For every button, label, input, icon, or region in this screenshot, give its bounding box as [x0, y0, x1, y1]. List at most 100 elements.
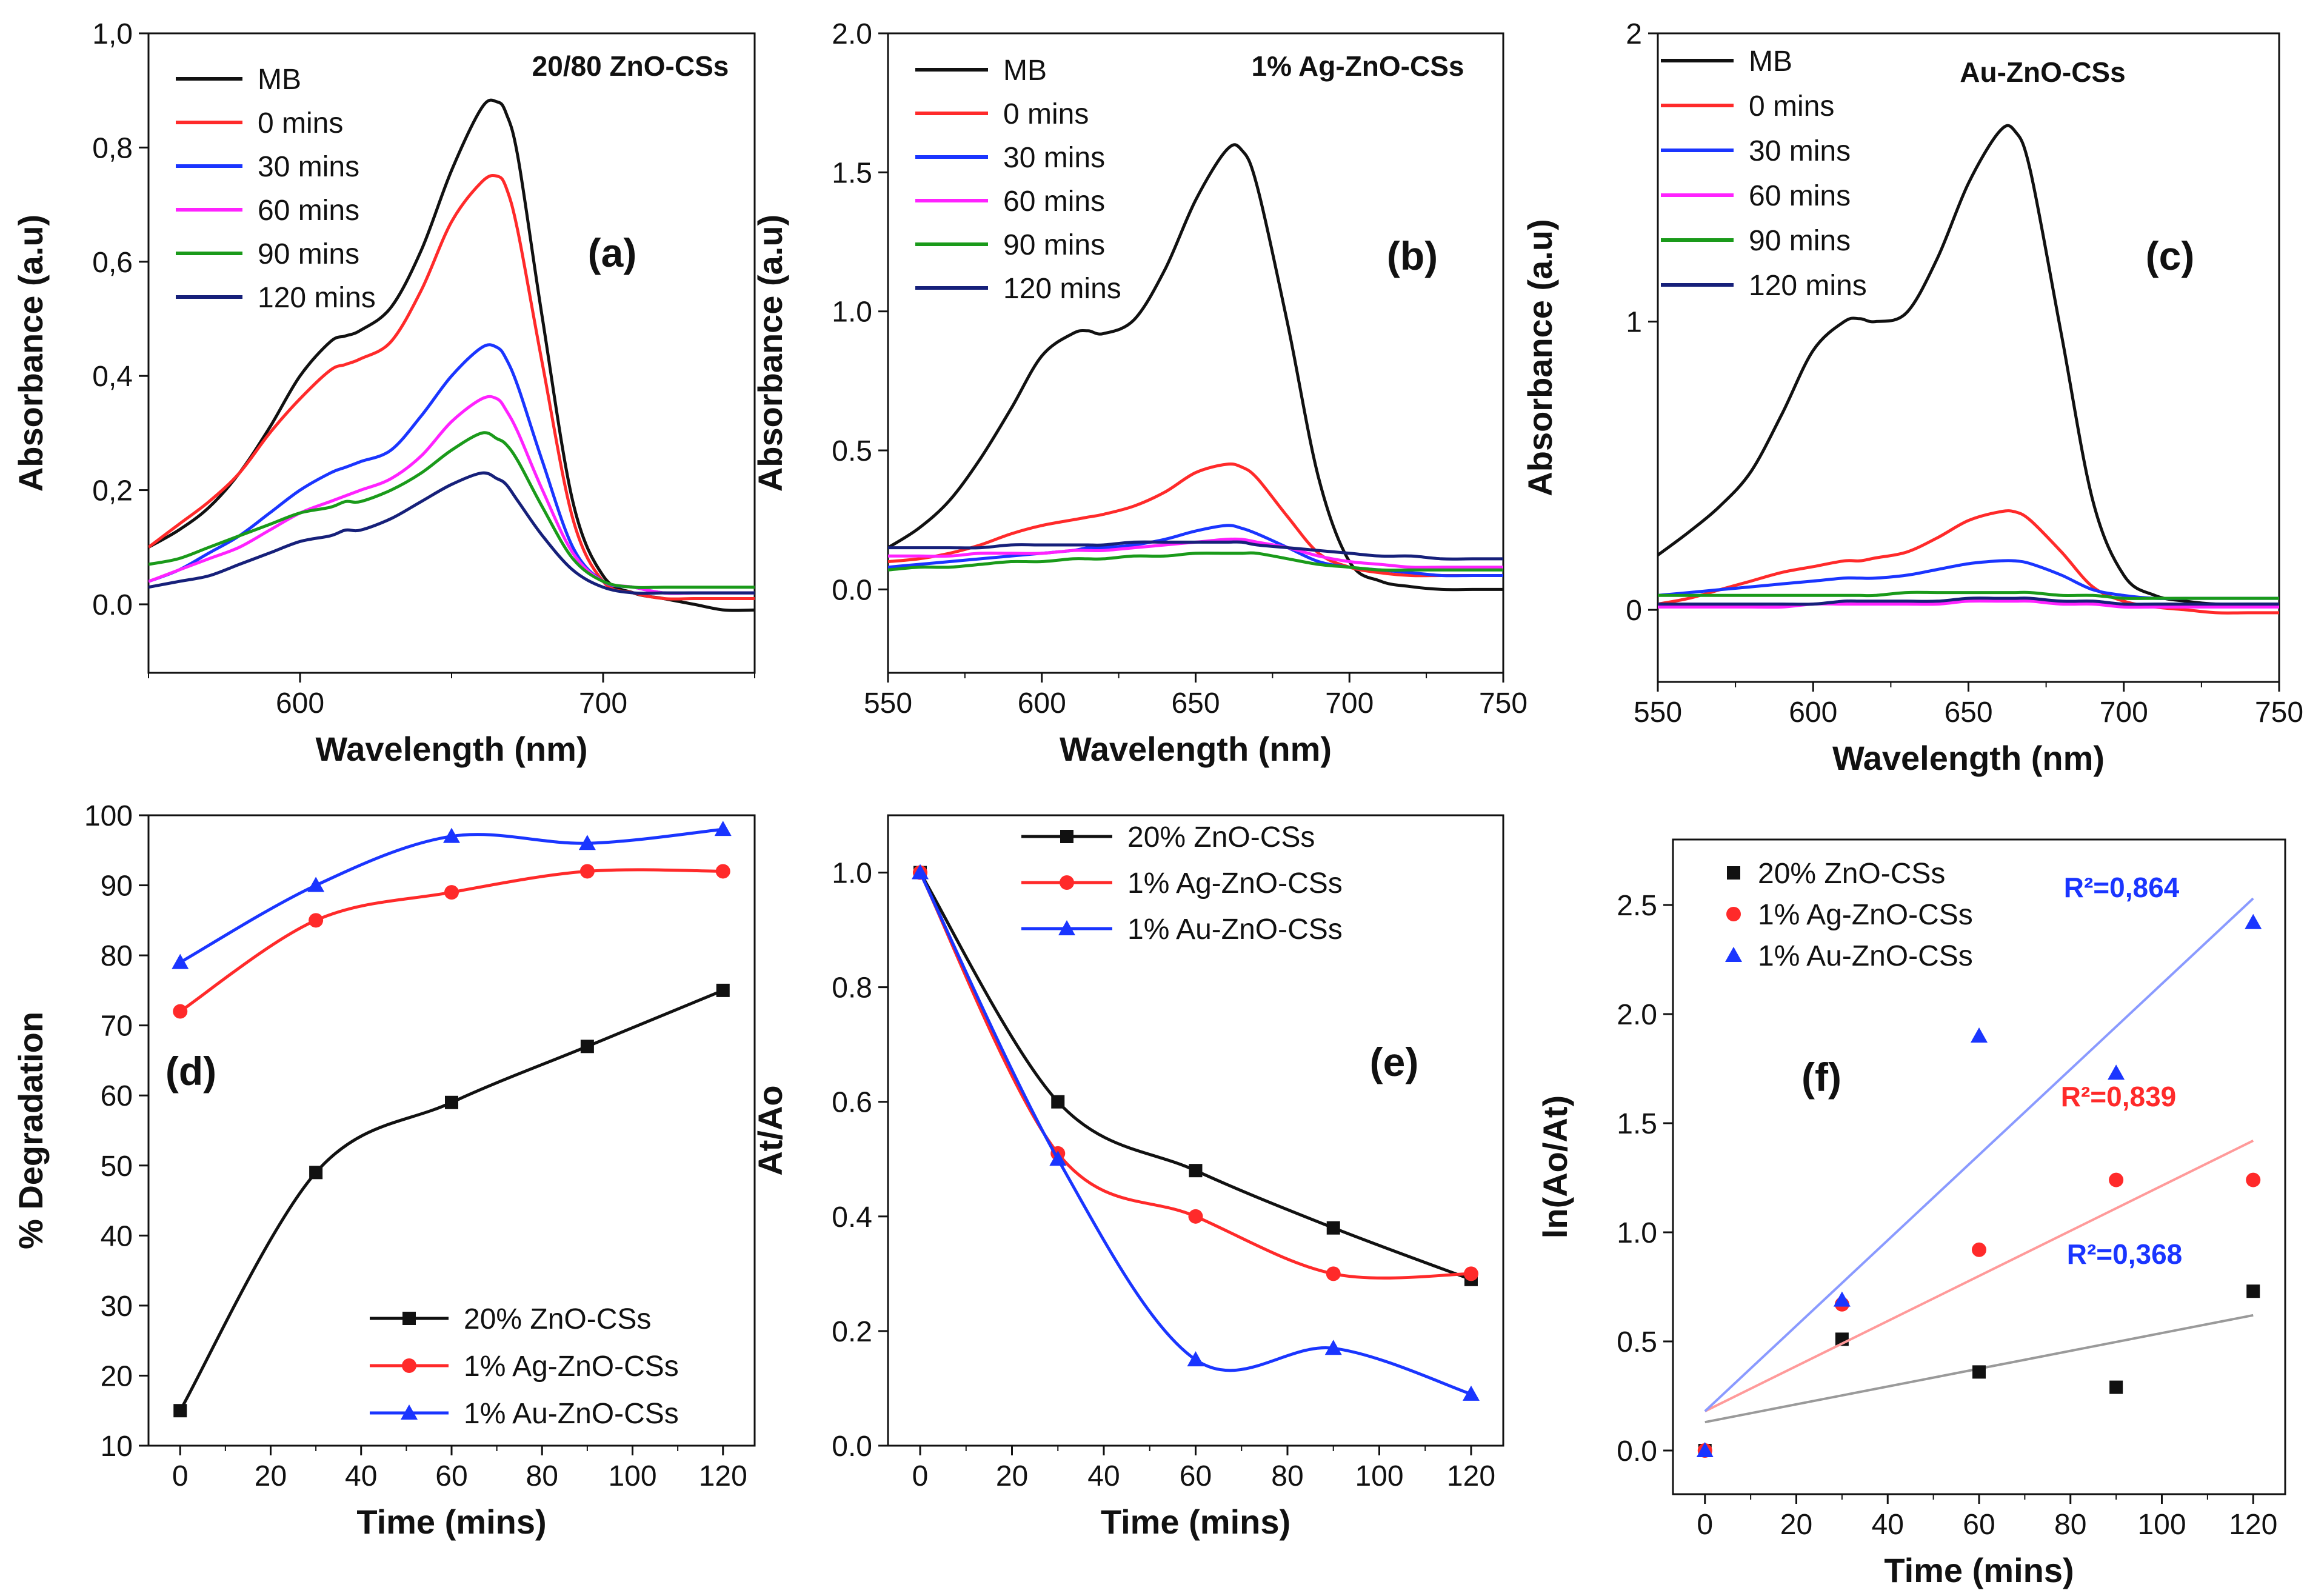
x-axis-label: Wavelength (nm) [1060, 730, 1332, 768]
r-squared-label: R²=0,368 [2067, 1238, 2183, 1270]
panel-label: (e) [1370, 1040, 1419, 1084]
data-point [444, 885, 459, 900]
x-tick-label: 80 [2054, 1509, 2086, 1541]
legend-marker [402, 1312, 416, 1325]
panel-b: 550 600 650 700 750 0.0 0.5 1.0 1.5 2.0 Wavelength… [751, 18, 1527, 768]
panel-title: 1% Ag-ZnO-CSs [1252, 50, 1464, 82]
r-squared-label: R²=0,864 [2064, 872, 2180, 903]
y-tick-label: 1.0 [832, 858, 872, 890]
panel-d: 0 20 40 60 80 100 120 10 20 30 40 50 60 70 80 90 100 Time… [12, 800, 756, 1541]
legend-label: 90 mins [1749, 225, 1851, 257]
x-tick-label: 40 [1087, 1460, 1120, 1492]
legend-marker [1726, 907, 1741, 921]
data-point [1833, 1291, 1851, 1307]
data-point [1049, 1150, 1067, 1166]
series-line [888, 143, 1503, 592]
legend-label: MB [258, 64, 301, 96]
panel-label: (d) [165, 1049, 216, 1093]
y-tick-label: 0.5 [1617, 1326, 1657, 1358]
legend-label: 0 mins [258, 107, 343, 139]
legend-marker [1058, 920, 1075, 935]
x-axis-label: Wavelength (nm) [1832, 739, 2105, 777]
y-tick-label: 100 [84, 800, 133, 832]
data-point [443, 827, 460, 843]
x-tick-label: 650 [1171, 687, 1220, 720]
x-tick-label: 600 [276, 687, 324, 720]
legend-label: 60 mins [1003, 185, 1105, 218]
legend-label: 30 mins [258, 151, 359, 183]
data-point [1051, 1095, 1065, 1109]
data-point [715, 864, 730, 879]
y-tick-label: 0,2 [92, 475, 133, 507]
data-point [579, 864, 595, 879]
x-tick-label: 80 [1271, 1460, 1303, 1492]
x-tick-label: 700 [2100, 696, 2148, 729]
data-point [1187, 1351, 1204, 1367]
y-tick-label: 1.5 [1617, 1108, 1657, 1140]
series-line [888, 540, 1503, 561]
x-tick-label: 120 [2229, 1509, 2277, 1541]
series-line [918, 872, 1472, 1280]
y-axis-label: ln(Ao/At) [1536, 1095, 1574, 1238]
panel-c: 550 600 650 700 750 0 1 2 Wavelength (nm) Absorba… [1521, 18, 2303, 777]
series-line [149, 471, 755, 595]
data-point [173, 1004, 188, 1019]
y-tick-label: 30 [101, 1290, 133, 1323]
y-tick-label: 2.0 [1617, 999, 1657, 1031]
legend-label: 60 mins [258, 195, 359, 227]
plot-frame [1657, 32, 2280, 683]
y-axis-label: Absorbance (a.u) [751, 215, 789, 492]
y-tick-label: 2.5 [1617, 890, 1657, 922]
x-axis-label: Wavelength (nm) [315, 730, 587, 768]
legend-label: 0 mins [1003, 98, 1089, 130]
y-tick-label: 70 [101, 1010, 133, 1043]
data-point [714, 821, 732, 836]
data-point [1696, 1442, 1714, 1457]
data-point [445, 1095, 458, 1109]
x-tick-label: 100 [1355, 1460, 1403, 1492]
x-tick-label: 750 [1479, 687, 1527, 720]
legend-marker [1060, 875, 1074, 890]
x-tick-label: 120 [699, 1460, 747, 1492]
x-tick-label: 550 [1634, 696, 1682, 729]
y-tick-label: 10 [101, 1431, 133, 1463]
y-tick-label: 40 [101, 1220, 133, 1252]
fit-line [1704, 897, 2254, 1412]
y-tick-label: 0.0 [1617, 1435, 1657, 1467]
data-point [173, 1404, 187, 1418]
legend-label: 90 mins [258, 238, 359, 270]
x-tick-label: 600 [1789, 696, 1837, 729]
legend-label: 1% Ag-ZnO-CSs [1127, 867, 1343, 900]
plot-area [1696, 897, 2262, 1458]
data-point [307, 876, 325, 892]
data-point [1189, 1164, 1203, 1178]
legend-label: 20% ZnO-CSs [464, 1303, 651, 1335]
data-point [912, 864, 929, 880]
y-tick-label: 60 [101, 1080, 133, 1112]
legend-label: 20% ZnO-CSs [1758, 858, 1945, 890]
x-tick-label: 700 [579, 687, 627, 720]
panel-e: 0 20 40 60 80 100 120 0.0 0.2 0.4 0.6 0.8 1.0 Time (m… [751, 814, 1504, 1541]
legend-label: 60 mins [1749, 180, 1851, 212]
panel-title: Au-ZnO-CSs [1960, 56, 2125, 88]
y-tick-label: 1 [1626, 307, 1642, 339]
plot-area [1658, 124, 2279, 615]
data-point [2109, 1172, 2124, 1187]
legend-label: 1% Au-ZnO-CSs [1127, 913, 1343, 946]
x-tick-label: 80 [526, 1460, 558, 1492]
y-axis-label: At/Ao [751, 1085, 789, 1175]
y-tick-label: 0,6 [92, 247, 133, 279]
plot-frame [1672, 838, 2286, 1495]
x-tick-label: 0 [1697, 1509, 1713, 1541]
y-tick-label: 0.6 [832, 1087, 872, 1119]
x-tick-label: 650 [1944, 696, 1992, 729]
panel-label: (c) [2146, 233, 2195, 278]
series-line [149, 431, 755, 589]
x-tick-label: 60 [1963, 1509, 1995, 1541]
data-point [1971, 1027, 1988, 1043]
data-point [1188, 1209, 1203, 1224]
y-tick-label: 0.0 [92, 589, 133, 621]
series-line [888, 462, 1503, 578]
data-point [309, 1166, 323, 1180]
series-line [1658, 124, 2279, 606]
